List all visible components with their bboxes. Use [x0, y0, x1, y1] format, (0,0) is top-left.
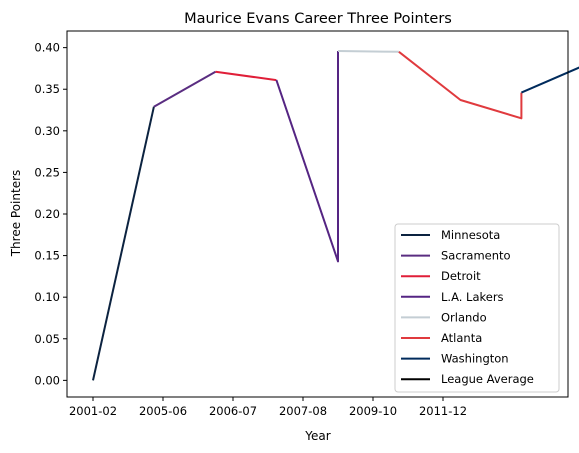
y-tick-label: 0.35	[34, 82, 60, 96]
y-tick-label: 0.25	[34, 165, 60, 179]
legend: Minnesota Sacramento Detroit L.A. Lakers Orl…	[394, 223, 560, 393]
legend-label: Minnesota	[441, 228, 500, 242]
series-line-4	[337, 50, 399, 53]
x-tick-label: 2005-06	[139, 404, 187, 418]
legend-label: Orlando	[441, 310, 487, 324]
legend-label: Sacramento	[441, 249, 511, 263]
x-tick-label: 2006-07	[209, 404, 257, 418]
legend-box	[394, 223, 560, 393]
y-tick-label: 0.20	[34, 207, 60, 221]
plot-area	[92, 50, 579, 381]
legend-label: Washington	[441, 352, 509, 366]
y-tick-label: 0.00	[34, 373, 60, 387]
legend-label: L.A. Lakers	[441, 290, 504, 304]
x-tick-label: 2009-10	[349, 404, 397, 418]
y-axis: 0.00 0.05 0.10 0.15 0.20 0.25 0.30 0.35 0.40	[34, 41, 67, 387]
legend-label: Detroit	[441, 269, 481, 283]
series-line-2	[215, 70, 277, 82]
legend-label: Atlanta	[441, 331, 482, 345]
y-tick-label: 0.30	[34, 124, 60, 138]
series-line-6	[521, 66, 579, 94]
y-tick-label: 0.05	[34, 332, 60, 346]
series-line-1	[153, 70, 216, 108]
legend-label: League Average	[441, 372, 534, 386]
y-tick-label: 0.15	[34, 249, 60, 263]
series-line-3	[275, 51, 339, 263]
series-line-5	[398, 51, 523, 120]
y-axis-label: Three Pointers	[9, 170, 23, 258]
x-tick-label: 2007-08	[279, 404, 327, 418]
plot-frame	[66, 30, 569, 398]
x-tick-label: 2011-12	[419, 404, 467, 418]
chart-title: Maurice Evans Career Three Pointers	[184, 11, 452, 27]
y-tick-label: 0.40	[34, 41, 60, 55]
x-axis-label: Year	[304, 429, 330, 443]
y-tick-label: 0.10	[34, 290, 60, 304]
x-axis: 2001-02 2005-06 2006-07 2007-08 2009-10 2011-…	[69, 397, 467, 418]
x-tick-label: 2001-02	[69, 404, 117, 418]
series-line-0	[92, 106, 155, 381]
